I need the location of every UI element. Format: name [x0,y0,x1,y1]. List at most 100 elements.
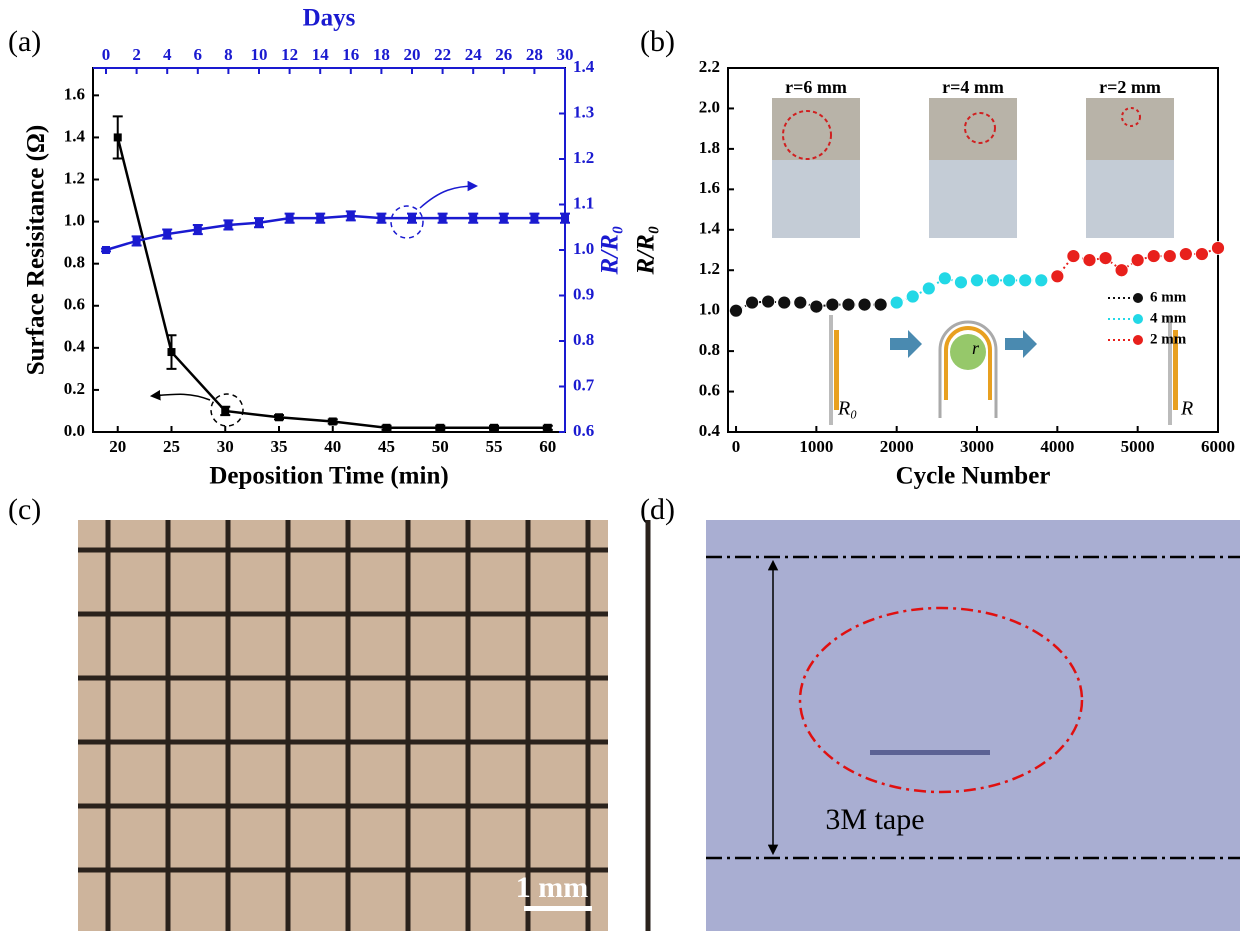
x2-tick-label: 14 [312,45,330,64]
diagram [829,315,833,425]
diagram [938,320,998,418]
inset-photo [1086,160,1174,238]
marker [113,133,122,142]
marker [1002,273,1017,288]
x-tick-label: 2000 [880,437,914,456]
marker [408,214,417,223]
marker [193,225,202,234]
inset-label: r=6 mm [785,77,847,97]
diagram [950,334,986,370]
y2-tick-label: 0.8 [573,330,594,349]
x-tick-label: 60 [539,437,556,456]
legend-marker [1133,314,1143,324]
marker [921,281,936,296]
photo-label: 3M tape [825,803,924,836]
marker [793,295,808,310]
marker [132,236,141,245]
scale-bar-label: 1 mm [516,871,588,904]
marker [857,297,872,312]
y-tick-label: 0.2 [64,379,85,398]
x2-tick-label: 28 [526,45,543,64]
x-tick-label: 35 [271,437,288,456]
inset-photo [772,160,860,238]
diagram [1173,330,1178,410]
diagram-label: r [972,338,980,358]
marker [490,423,499,432]
marker [1130,253,1145,268]
y-tick-label: 1.6 [699,178,720,197]
marker [905,289,920,304]
x-tick-label: 0 [732,437,741,456]
diagram [834,330,839,410]
y-axis-label: Surface Resisitance (Ω) [23,125,50,376]
marker [377,214,386,223]
x2-tick-label: 24 [465,45,483,64]
marker [873,297,888,312]
marker [543,423,552,432]
legend-marker [1133,335,1143,345]
y-tick-label: 1.2 [64,168,85,187]
x-tick-label: 55 [486,437,503,456]
y2-tick-label: 1.4 [573,57,595,76]
marker [889,295,904,310]
marker [1066,249,1081,263]
x-tick-label: 1000 [799,437,833,456]
y2-tick-label: 1.1 [573,193,594,212]
x2-tick-label: 30 [557,45,574,64]
marker [825,297,840,312]
diagram-arrow [890,330,922,358]
marker [1162,249,1177,263]
marker [346,211,355,220]
marker [224,220,233,229]
x2-axis-label: Days [303,5,356,32]
marker [221,406,230,415]
inset-label: r=4 mm [942,77,1004,97]
y-axis-label: R/R₀ [633,225,660,275]
panel-label: (b) [640,25,675,58]
x-tick-label: 5000 [1121,437,1155,456]
series-line [116,137,548,430]
x-axis-label: Cycle Number [896,463,1051,490]
x-tick-label: 6000 [1201,437,1235,456]
arrow [149,390,211,401]
y2-tick-label: 0.9 [573,284,594,303]
marker [438,214,447,223]
legend-label: 2 mm [1150,331,1187,347]
residue [870,750,990,755]
marker [316,214,325,223]
marker [102,246,111,254]
x-tick-label: 4000 [1040,437,1074,456]
marker [841,297,856,312]
diagram-label: R [1180,398,1193,420]
y-tick-label: 1.6 [64,84,85,103]
x2-tick-label: 26 [495,45,512,64]
marker [561,214,569,223]
y2-tick-label: 0.6 [573,421,594,440]
marker [499,214,508,223]
marker [986,273,1000,288]
inset-circle [964,112,996,144]
marker [382,423,391,432]
legend-label: 4 mm [1150,310,1187,326]
x2-tick-label: 8 [224,45,233,64]
y-tick-label: 0.4 [699,421,721,440]
annotations [149,180,479,427]
panel-label: (d) [640,493,675,526]
plot-frame [92,67,566,433]
y-tick-label: 1.4 [64,126,86,145]
legend-marker [1133,293,1143,303]
marker [729,303,743,318]
inset-photo [929,160,1017,238]
marker [809,299,824,314]
marker [1018,273,1033,288]
marker [1050,269,1065,284]
marker [1098,251,1113,265]
marker [761,294,776,309]
x2-tick-label: 18 [373,45,390,64]
marker [167,348,176,357]
marker [1114,263,1129,278]
y-tick-label: 0.0 [64,421,85,440]
marker [163,230,172,239]
x-tick-label: 45 [378,437,395,456]
diagram-label: R₀ [837,398,857,420]
